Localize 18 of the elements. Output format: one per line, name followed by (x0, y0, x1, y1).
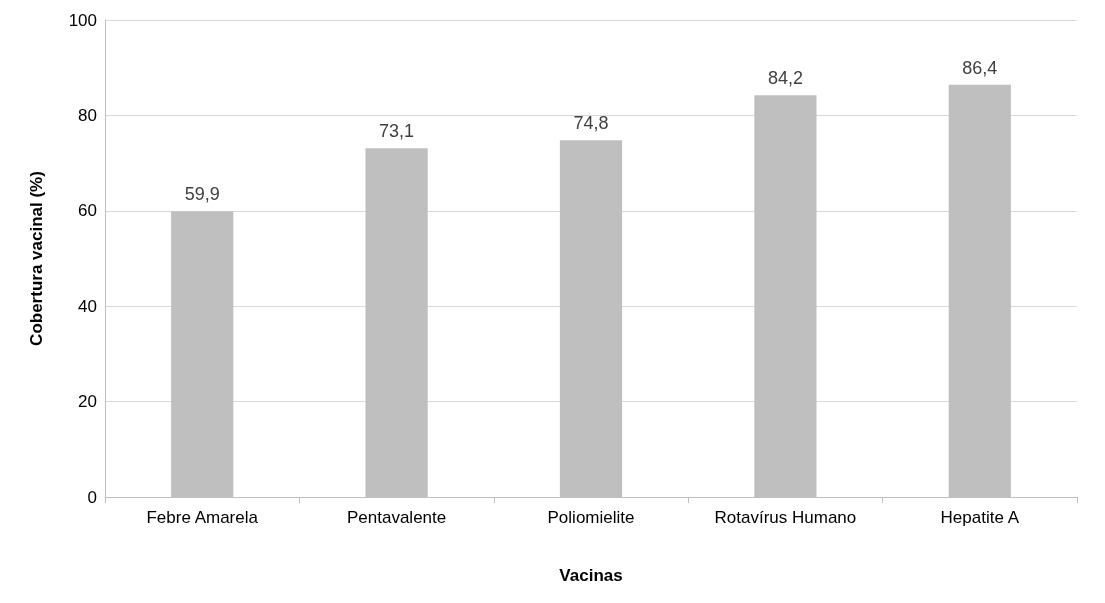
data-label: 74,8 (573, 113, 609, 134)
x-tick-label: Pentavalente (346, 508, 447, 527)
x-axis-title: Vacinas (559, 566, 623, 585)
data-label: 84,2 (767, 68, 803, 89)
data-label: 59,9 (184, 184, 220, 205)
y-tick-label: 20 (78, 392, 97, 412)
data-label: 73,1 (379, 121, 415, 142)
y-tick-label: 40 (78, 296, 97, 316)
x-tick-label: Rotavírus Humano (714, 508, 857, 527)
x-tick-label: Hepatite A (940, 508, 1020, 527)
y-tick-label: 60 (78, 201, 97, 221)
y-tick-label: 100 (68, 10, 97, 30)
x-tick-label: Febre Amarela (146, 508, 259, 527)
y-axis-title: Cobertura vacinal (%) (27, 171, 46, 346)
data-label: 86,4 (962, 57, 998, 78)
y-tick-label: 0 (87, 487, 97, 507)
x-tick-label: Poliomielite (547, 508, 635, 527)
y-tick-label: 80 (78, 105, 97, 125)
